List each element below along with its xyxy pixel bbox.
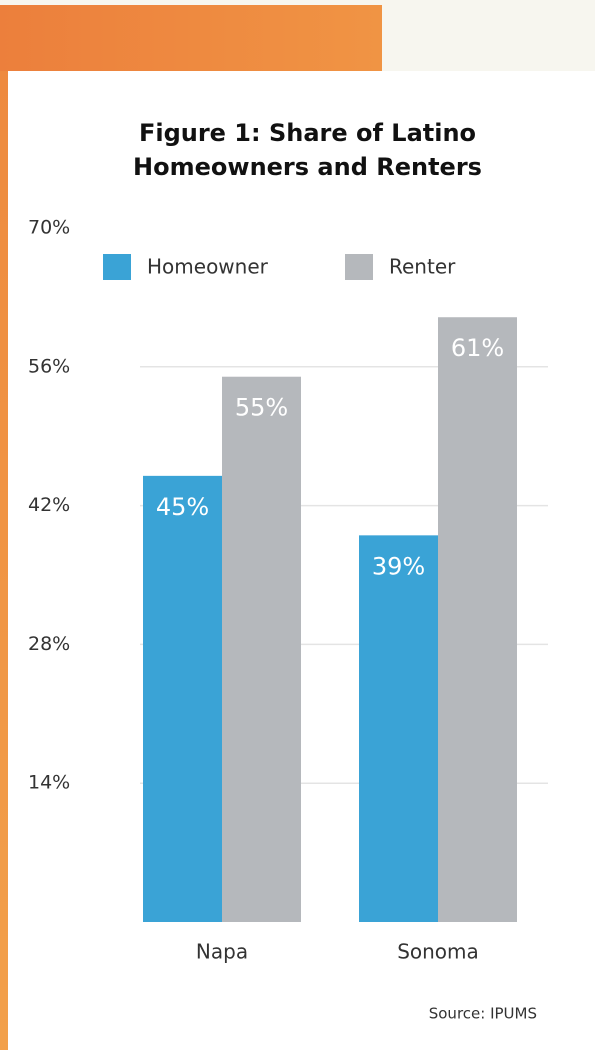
value-label: 61% bbox=[451, 334, 504, 362]
header-band bbox=[0, 5, 382, 71]
x-tick-label: Sonoma bbox=[397, 940, 479, 964]
value-label: 39% bbox=[372, 552, 425, 580]
legend-label: Renter bbox=[389, 255, 456, 279]
y-tick-label: 56% bbox=[28, 355, 70, 377]
legend-label: Homeowner bbox=[147, 255, 269, 279]
plot: 14% 28% 42% 56% 70% Homeowner Renter 45% 55% Napa… bbox=[28, 217, 548, 1023]
bar bbox=[359, 535, 438, 922]
chart-title: Figure 1: Share of Latino Homeowners and… bbox=[133, 119, 482, 181]
y-tick-label: 28% bbox=[28, 633, 70, 655]
side-band bbox=[0, 71, 8, 1050]
source-note: Source: IPUMS bbox=[429, 1005, 537, 1023]
value-label: 55% bbox=[235, 394, 288, 422]
legend-swatch bbox=[103, 254, 131, 280]
y-tick-label: 14% bbox=[28, 772, 70, 794]
bar bbox=[438, 317, 517, 922]
bar bbox=[143, 475, 222, 922]
y-tick-label: 42% bbox=[28, 494, 70, 516]
y-tick-label: 70% bbox=[28, 217, 70, 239]
legend-swatch bbox=[345, 254, 373, 280]
value-label: 45% bbox=[156, 493, 209, 521]
bar bbox=[222, 376, 301, 922]
x-tick-label: Napa bbox=[196, 940, 248, 964]
